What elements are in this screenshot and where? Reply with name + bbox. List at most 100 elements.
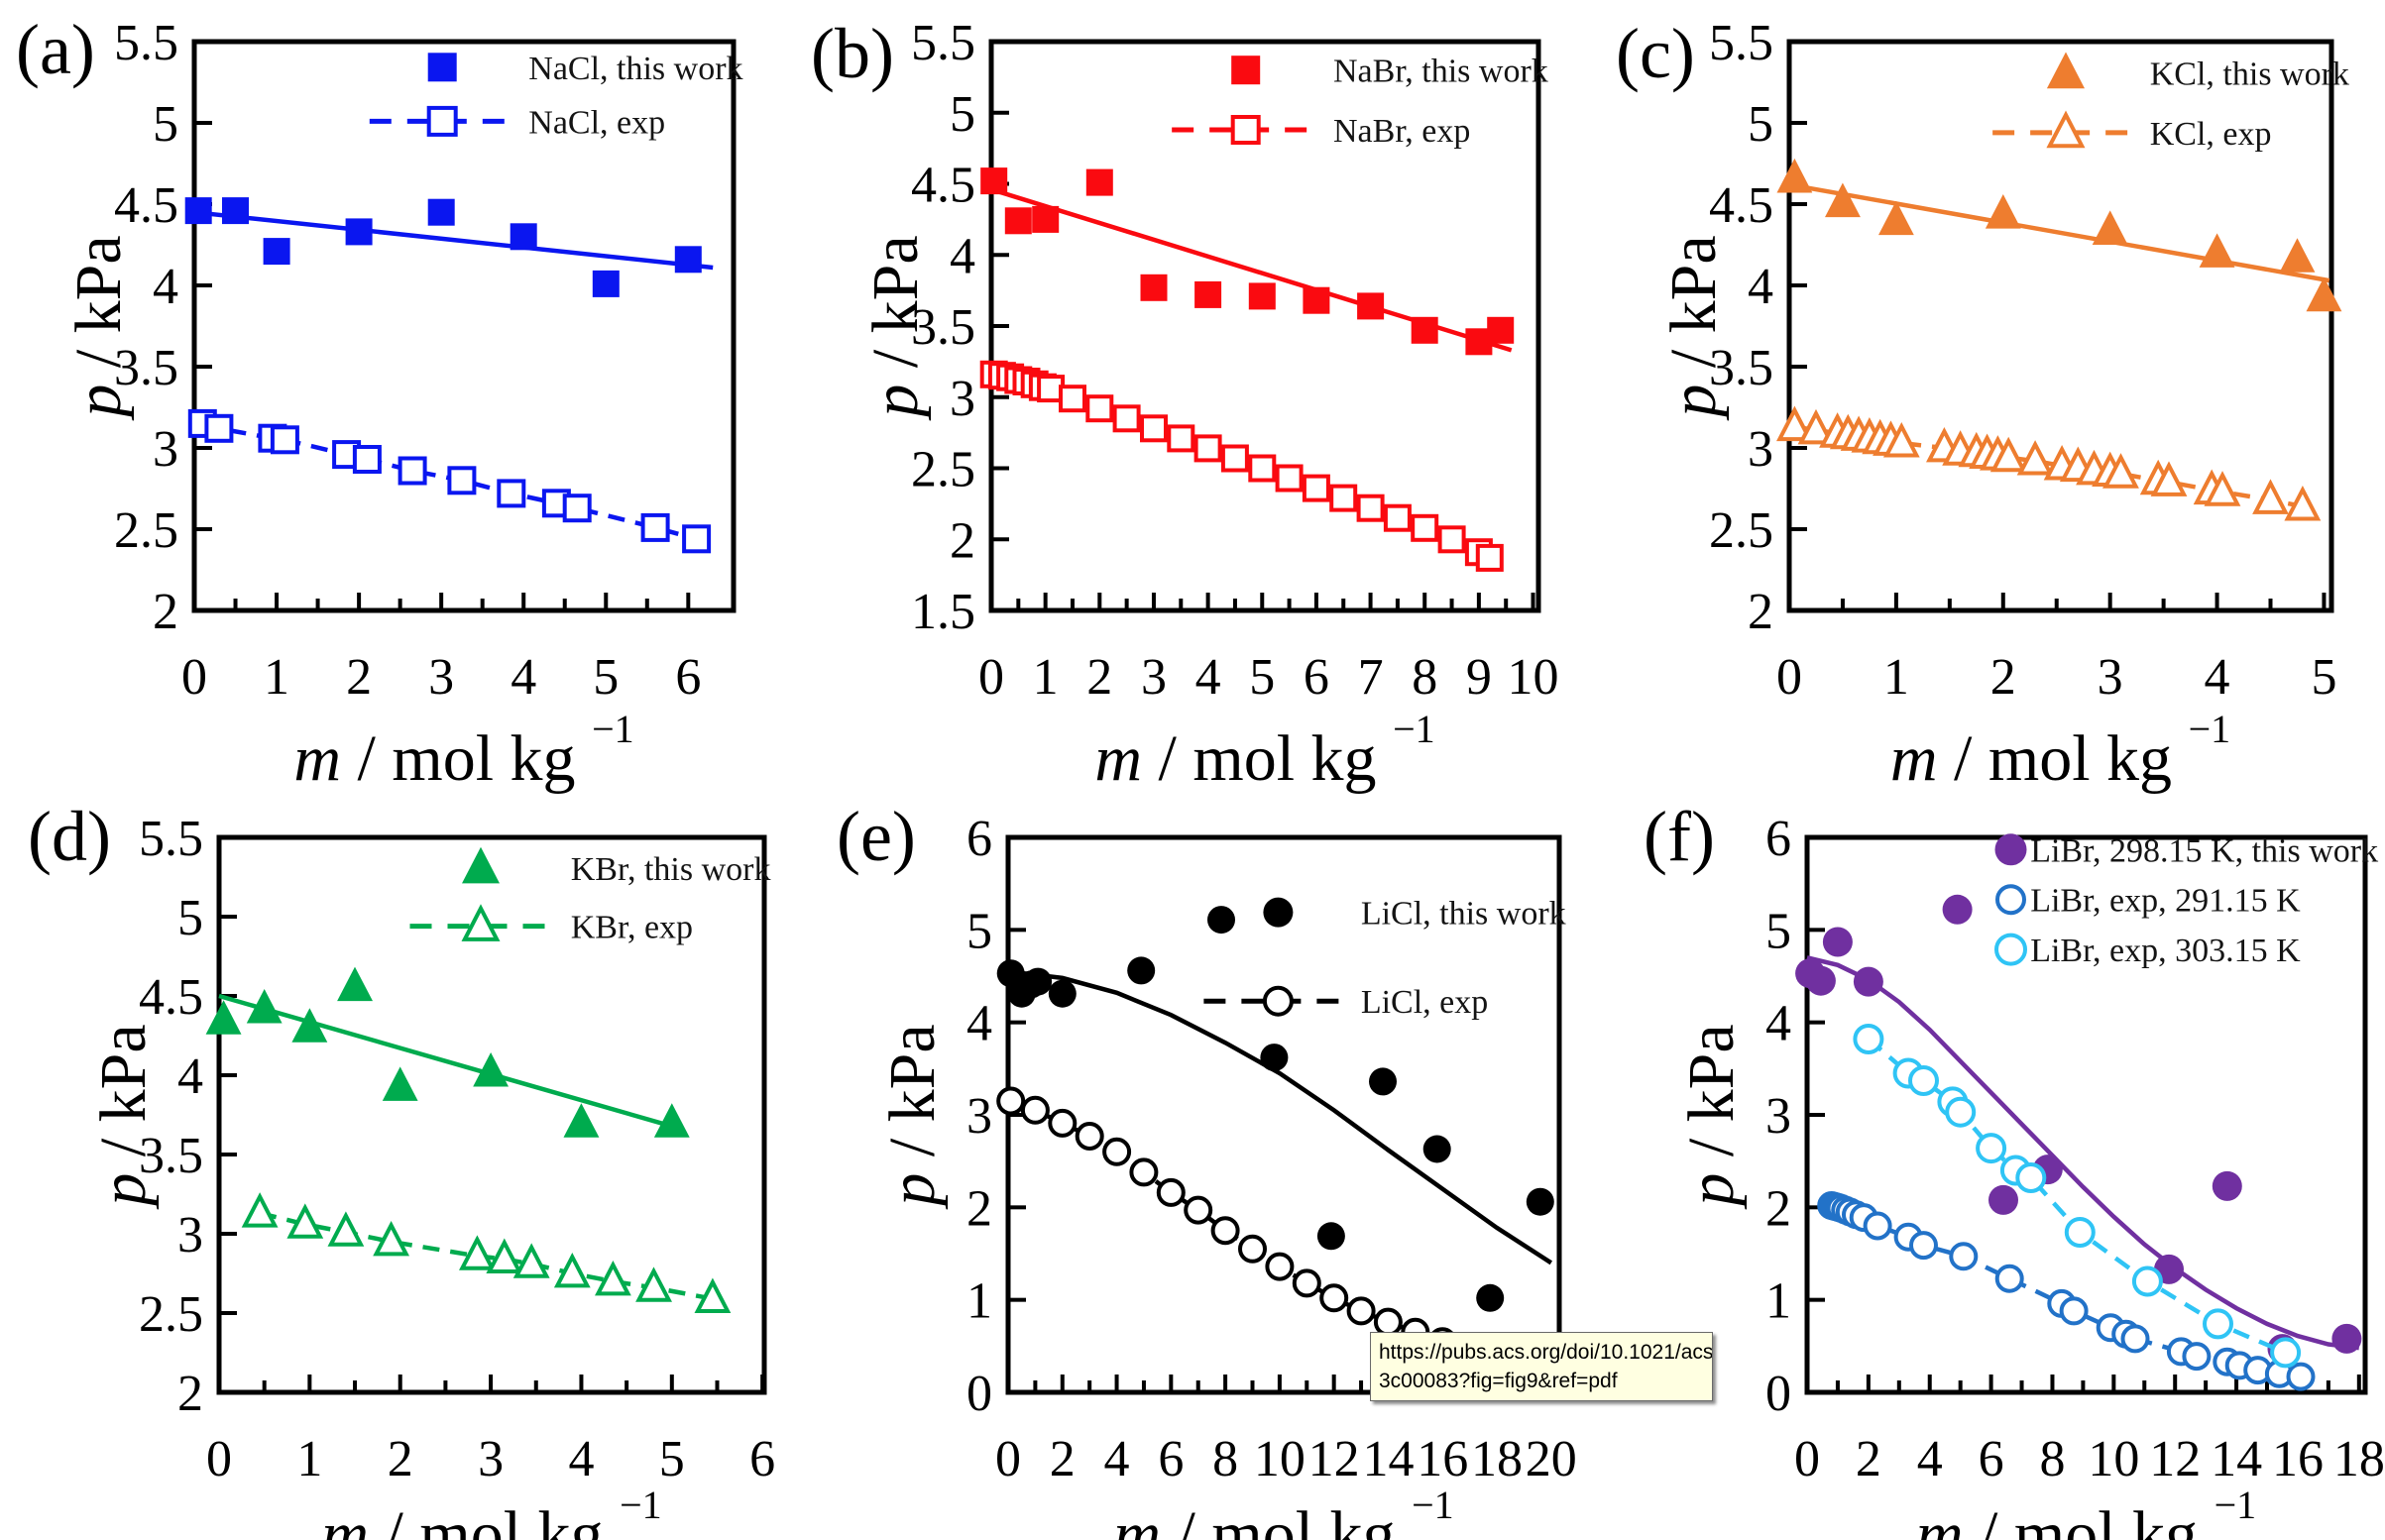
legend-label: LiBr, exp, 291.15 K <box>2030 883 2301 920</box>
link-status-tooltip: https://pubs.acs.org/doi/10.1021/acs.jct… <box>1370 1332 1713 1401</box>
x-exponent: −1 <box>2188 707 2231 751</box>
x-unit: / mol kg <box>1937 722 2189 795</box>
x-tick-label: 8 <box>1212 1431 1238 1487</box>
x-tick-label: 20 <box>1526 1431 1577 1487</box>
y-tick-label: 6 <box>966 811 992 867</box>
x-var: m <box>321 1498 370 1540</box>
legend-a: NaCl, this work NaCl, exp <box>369 51 743 141</box>
x-unit: / mol kg <box>369 1498 621 1540</box>
y-tick-label: 5.5 <box>114 15 178 71</box>
x-tick-label: 4 <box>1917 1431 1943 1487</box>
series-c-1 <box>1776 405 2322 521</box>
series-e-1 <box>996 1086 1531 1373</box>
panel-letter-c: (c) <box>1616 14 1695 93</box>
panel-letter-f: (f) <box>1644 797 1715 876</box>
x-tick-label: 6 <box>1158 1431 1184 1487</box>
y-tick-label: 4 <box>966 996 992 1052</box>
x-tick-label: 0 <box>995 1431 1021 1487</box>
series-a-1 <box>187 408 712 554</box>
series-f-1 <box>1817 1191 2316 1391</box>
series-f-0 <box>1795 894 2362 1365</box>
x-tick-label: 3 <box>478 1431 504 1487</box>
x-unit: / mol kg <box>1161 1498 1413 1540</box>
x-tick-label: 1 <box>1883 649 1909 706</box>
y-tick-label: 2 <box>153 584 178 640</box>
x-var: m <box>1889 722 1938 795</box>
y-tick-label: 3.5 <box>139 1128 203 1184</box>
x-exponent: −1 <box>620 1483 662 1527</box>
legend-label: NaCl, exp <box>528 104 665 141</box>
y-tick-label: 1.5 <box>911 584 975 640</box>
series-d-0 <box>205 966 690 1138</box>
axes-d: 0 1 2 3 4 5 6 2 2.5 3 3.5 4 4.5 5 5.5 <box>139 811 775 1487</box>
x-tick-label: 16 <box>2272 1431 2324 1487</box>
panel-letter-d: (d) <box>28 797 111 876</box>
x-tick-label: 12 <box>2149 1431 2201 1487</box>
series-c-0 <box>1776 158 2342 312</box>
x-var: m <box>1094 722 1143 795</box>
x-tick-label: 0 <box>1794 1431 1820 1487</box>
subplot-b: (b) p / kPa 0 1 2 3 4 5 6 7 8 9 10 1.5 2 2.5 3 3.5 4 4.5 5… <box>797 0 1592 792</box>
y-tick-label: 4 <box>1765 996 1791 1052</box>
axes-a: 0 1 2 3 4 5 622.533.544.555.5 <box>114 15 737 706</box>
x-var: m <box>1915 1498 1964 1540</box>
x-exponent: −1 <box>592 707 634 751</box>
x-axis-title: m / mol kg −1 <box>1008 1485 1559 1540</box>
x-tick-label: 14 <box>1362 1431 1414 1487</box>
x-tick-label: 6 <box>675 649 701 706</box>
y-tick-label: 2 <box>966 1180 992 1237</box>
x-tick-label: 2 <box>1856 1431 1881 1487</box>
x-tick-label: 1 <box>296 1431 322 1487</box>
x-tick-label: 6 <box>1979 1431 2004 1487</box>
x-tick-label: 16 <box>1417 1431 1468 1487</box>
y-tick-label: 1 <box>966 1273 992 1330</box>
legend-label: LiCl, exp <box>1361 984 1488 1021</box>
x-tick-label: 2 <box>1990 649 2016 706</box>
legend-c: KCl, this work KCl, exp <box>1992 52 2349 153</box>
y-tick-label: 4.5 <box>139 969 203 1026</box>
y-tick-label: 3.5 <box>1709 340 1773 396</box>
y-tick-label: 2.5 <box>911 442 975 498</box>
x-axis-title: m / mol kg −1 <box>991 710 1538 792</box>
x-unit: / mol kg <box>1963 1498 2215 1540</box>
x-tick-label: 9 <box>1466 649 1492 706</box>
x-tick-label: 10 <box>1508 649 1559 706</box>
y-tick-label: 4.5 <box>114 177 178 234</box>
series-e-0 <box>996 906 1554 1312</box>
x-axis-title: m / mol kg −1 <box>194 710 734 792</box>
y-tick-label: 3 <box>177 1207 203 1264</box>
legend-label: NaBr, this work <box>1333 54 1548 90</box>
x-tick-label: 1 <box>1033 649 1059 706</box>
x-tick-label: 12 <box>1308 1431 1360 1487</box>
legend-label: KCl, this work <box>2150 56 2349 93</box>
x-tick-label: 4 <box>511 649 536 706</box>
x-tick-label: 6 <box>749 1431 775 1487</box>
y-tick-label: 3 <box>966 1088 992 1145</box>
x-tick-label: 7 <box>1358 649 1384 706</box>
x-unit: / mol kg <box>341 722 593 795</box>
x-unit: / mol kg <box>1142 722 1394 795</box>
y-tick-label: 5 <box>177 890 203 946</box>
series-b-1 <box>979 360 1504 572</box>
y-tick-label: 4.5 <box>911 158 975 214</box>
series-a-0 <box>184 197 714 297</box>
x-tick-label: 0 <box>206 1431 232 1487</box>
subplot-e: (e) p / kPa 0 2 4 6 8 10 12 14 16 18 20 0 1 2 3 4 5 6 LiCl… <box>797 770 1592 1540</box>
x-tick-label: 3 <box>2098 649 2123 706</box>
subplot-c: (c) p / kPa 0 1 2 3 4 5 2 2.5 3 3.5 4 4.5 5 5.5 KCl, t… <box>1594 0 2385 792</box>
y-tick-label: 5 <box>950 86 975 143</box>
x-tick-label: 2 <box>388 1431 413 1487</box>
y-tick-label: 2.5 <box>114 502 178 559</box>
x-tick-label: 3 <box>428 649 454 706</box>
x-axis-title: m / mol kg −1 <box>1807 1485 2365 1540</box>
y-tick-label: 2 <box>950 512 975 569</box>
x-tick-label: 5 <box>2311 649 2336 706</box>
panel-letter-a: (a) <box>16 10 95 89</box>
y-tick-label: 4 <box>950 228 975 284</box>
